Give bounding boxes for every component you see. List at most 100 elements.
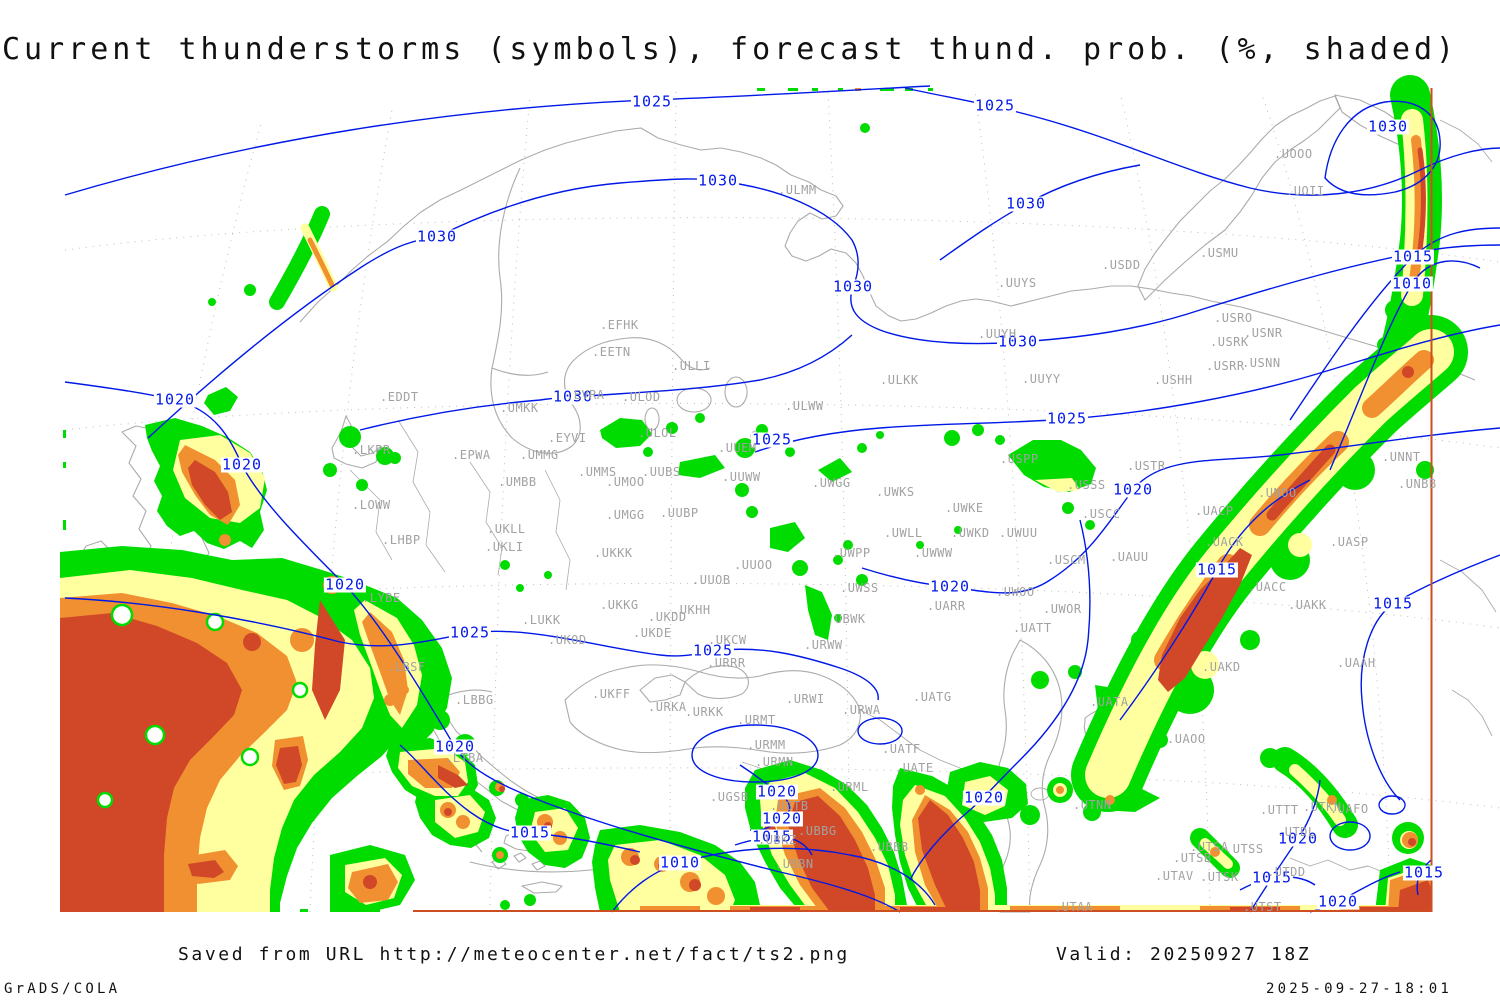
- station-label: .UATA: [1090, 695, 1129, 709]
- isobar-value-label: 1025: [1045, 409, 1089, 428]
- station-label: .UBKZ: [758, 833, 797, 847]
- isobar-value-label: 1020: [755, 782, 799, 801]
- station-label: .UUYH: [978, 327, 1017, 341]
- station-label: .UTKN: [1303, 800, 1342, 814]
- station-label: .UACP: [1195, 504, 1234, 518]
- station-label: .UWUU: [999, 526, 1038, 540]
- station-label: .USRR: [1206, 359, 1245, 373]
- station-label: .UUWW: [722, 470, 761, 484]
- station-label: .UTAV: [1155, 869, 1194, 883]
- isobar-value-label: 1020: [962, 788, 1006, 807]
- station-label: .USSS: [1067, 478, 1106, 492]
- station-label: .UAOO: [1167, 732, 1206, 746]
- station-label: .LYBE: [362, 591, 401, 605]
- station-label: .UUYS: [998, 276, 1037, 290]
- station-label: .UASP: [1330, 535, 1369, 549]
- station-label: .URKA: [648, 700, 687, 714]
- station-label: .UUBP: [660, 506, 699, 520]
- station-label: .UBBN: [775, 857, 814, 871]
- station-label: .EDDT: [380, 390, 419, 404]
- isobar-value-label: 1030: [696, 171, 740, 190]
- isobar-value-label: 1030: [1004, 194, 1048, 213]
- isobar-value-label: 1025: [691, 641, 735, 660]
- isobar-value-label: 1020: [323, 575, 367, 594]
- station-label: .UTSK: [1200, 870, 1239, 884]
- station-label: .URMM: [747, 738, 786, 752]
- station-label: .UTAA: [1054, 900, 1093, 914]
- station-label: .URML: [830, 780, 869, 794]
- station-label: .UKKG: [600, 598, 639, 612]
- station-label: .UATT: [1013, 621, 1052, 635]
- station-label: .UTNN: [1073, 798, 1112, 812]
- station-label: .USRK: [1210, 335, 1249, 349]
- station-label: .EFHK: [600, 318, 639, 332]
- station-label: .USTR: [1127, 459, 1166, 473]
- isobar-value-label: 1020: [220, 455, 264, 474]
- station-label: .LKPR: [352, 443, 391, 457]
- isobar-value-label: 1025: [630, 92, 674, 111]
- station-label: .URRR: [707, 656, 746, 670]
- isobar-value-label: 1025: [750, 430, 794, 449]
- station-label: .URWW: [804, 638, 843, 652]
- station-label: .USCC: [1082, 507, 1121, 521]
- station-label: .ULOD: [622, 390, 661, 404]
- isobar-value-label: 1015: [750, 827, 794, 846]
- station-label: .UTST: [1243, 900, 1282, 914]
- station-label: .UAAH: [1337, 656, 1376, 670]
- station-label: .UATE: [895, 761, 934, 775]
- station-label: .UMBB: [498, 475, 537, 489]
- station-label: .LTBA: [445, 751, 484, 765]
- saved-from-url-caption: Saved from URL http://meteocenter.net/fa…: [178, 944, 850, 965]
- station-label: .UAFO: [1330, 802, 1369, 816]
- isobar-value-label: 1015: [1391, 247, 1435, 266]
- station-label: .EVRA: [566, 388, 605, 402]
- isobar-value-label: 1020: [153, 390, 197, 409]
- isobar-value-label: 1010: [1390, 274, 1434, 293]
- station-label: .UNNT: [1382, 450, 1421, 464]
- station-label: .UWWW: [914, 546, 953, 560]
- station-label: .UWKS: [876, 485, 915, 499]
- isobar-value-label: 1030: [415, 227, 459, 246]
- station-label: .UTSS: [1225, 842, 1264, 856]
- station-label: .UWSS: [840, 581, 879, 595]
- valid-time-caption: Valid: 20250927 18Z: [1056, 944, 1312, 965]
- station-label: .URKK: [685, 705, 724, 719]
- station-label: .UUYY: [1022, 372, 1061, 386]
- map-title: Current thunderstorms (symbols), forecas…: [2, 32, 1459, 67]
- station-label: .USCM: [1047, 553, 1086, 567]
- station-label: .UATF: [882, 742, 921, 756]
- station-label: .EYVI: [548, 431, 587, 445]
- isobar-value-label: 1015: [1371, 594, 1415, 613]
- station-label: .UWPP: [832, 546, 871, 560]
- station-label: .UKKK: [594, 546, 633, 560]
- isobar-value-label: 1025: [973, 96, 1017, 115]
- station-label: .UMMG: [520, 448, 559, 462]
- station-label: .UNOO: [1258, 486, 1297, 500]
- station-label: .USNN: [1242, 356, 1281, 370]
- isobar-value-label: 1015: [1250, 868, 1294, 887]
- station-label: .URMN: [755, 755, 794, 769]
- station-label: .USHH: [1154, 373, 1193, 387]
- station-label: .UMOO: [606, 475, 645, 489]
- station-label: .ULMM: [778, 183, 817, 197]
- station-label: .UUOB: [692, 573, 731, 587]
- generation-timestamp: 2025-09-27-18:01: [1266, 981, 1453, 997]
- isobar-value-label: 1015: [508, 823, 552, 842]
- station-label: .UTDL: [1277, 825, 1316, 839]
- station-label: .UACK: [1205, 535, 1244, 549]
- isobar-value-label: 1020: [1316, 892, 1360, 911]
- isobar-value-label: 1015: [1195, 560, 1239, 579]
- station-label: .UWLL: [884, 526, 923, 540]
- station-label: .UWOR: [1043, 602, 1082, 616]
- station-label: .UBBB: [870, 840, 909, 854]
- isobar-value-label: 1010: [658, 853, 702, 872]
- station-label: .USMU: [1200, 246, 1239, 260]
- station-label: .UNBB: [1398, 477, 1437, 491]
- station-label: .ULLI: [672, 359, 711, 373]
- isobar-value-label: 1030: [996, 332, 1040, 351]
- isobar-value-label: 1020: [1276, 829, 1320, 848]
- station-label: .LBSF: [387, 660, 426, 674]
- station-label: .UWKE: [945, 501, 984, 515]
- station-label: .UKFF: [592, 687, 631, 701]
- station-label: .EPWA: [452, 448, 491, 462]
